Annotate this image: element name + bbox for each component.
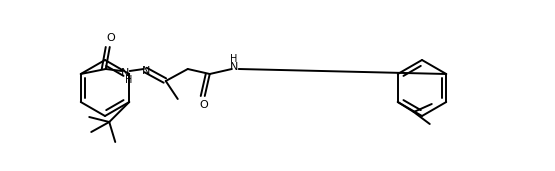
Text: N: N [120,68,129,78]
Text: N: N [142,66,150,76]
Text: H: H [230,54,238,64]
Text: O: O [199,100,208,110]
Text: O: O [107,33,115,43]
Text: N: N [230,62,238,72]
Text: H: H [125,75,133,85]
